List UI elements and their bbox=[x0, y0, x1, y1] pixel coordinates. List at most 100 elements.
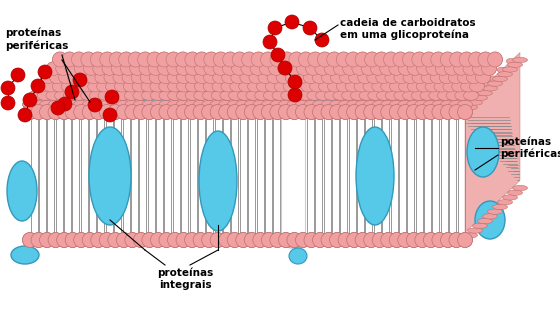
Ellipse shape bbox=[472, 62, 487, 75]
Ellipse shape bbox=[43, 81, 58, 92]
Ellipse shape bbox=[466, 72, 482, 84]
Ellipse shape bbox=[333, 62, 348, 75]
Circle shape bbox=[40, 232, 54, 248]
Ellipse shape bbox=[140, 72, 155, 84]
Ellipse shape bbox=[339, 72, 354, 84]
Ellipse shape bbox=[211, 91, 226, 100]
Circle shape bbox=[18, 108, 32, 122]
Ellipse shape bbox=[185, 91, 200, 100]
Ellipse shape bbox=[310, 81, 325, 92]
Ellipse shape bbox=[194, 91, 209, 100]
Ellipse shape bbox=[488, 76, 497, 81]
Ellipse shape bbox=[455, 91, 470, 100]
Ellipse shape bbox=[22, 100, 38, 109]
Ellipse shape bbox=[512, 57, 528, 63]
Ellipse shape bbox=[478, 52, 493, 67]
Circle shape bbox=[99, 232, 114, 248]
Circle shape bbox=[193, 232, 208, 248]
Ellipse shape bbox=[63, 91, 78, 100]
Ellipse shape bbox=[139, 62, 154, 75]
Ellipse shape bbox=[37, 91, 52, 100]
Circle shape bbox=[381, 232, 396, 248]
Ellipse shape bbox=[423, 100, 438, 109]
Ellipse shape bbox=[255, 91, 270, 100]
Circle shape bbox=[48, 105, 63, 119]
Ellipse shape bbox=[304, 72, 318, 84]
Ellipse shape bbox=[176, 72, 192, 84]
Ellipse shape bbox=[72, 91, 87, 100]
Circle shape bbox=[210, 232, 225, 248]
Ellipse shape bbox=[90, 91, 104, 100]
Circle shape bbox=[31, 232, 46, 248]
Ellipse shape bbox=[376, 91, 391, 100]
Ellipse shape bbox=[109, 52, 124, 67]
Circle shape bbox=[176, 105, 191, 119]
Ellipse shape bbox=[213, 52, 228, 67]
Ellipse shape bbox=[150, 81, 165, 92]
Ellipse shape bbox=[142, 100, 157, 109]
Ellipse shape bbox=[119, 52, 134, 67]
Ellipse shape bbox=[363, 100, 379, 109]
Ellipse shape bbox=[346, 52, 361, 67]
Ellipse shape bbox=[213, 52, 228, 67]
Circle shape bbox=[99, 105, 114, 119]
Ellipse shape bbox=[318, 52, 332, 67]
Ellipse shape bbox=[390, 81, 405, 92]
Ellipse shape bbox=[407, 100, 421, 109]
Ellipse shape bbox=[259, 62, 274, 75]
Circle shape bbox=[278, 105, 293, 119]
Ellipse shape bbox=[492, 204, 507, 209]
Ellipse shape bbox=[274, 81, 289, 92]
Ellipse shape bbox=[194, 91, 209, 100]
Ellipse shape bbox=[468, 228, 483, 233]
Circle shape bbox=[151, 105, 165, 119]
Ellipse shape bbox=[430, 72, 445, 84]
Ellipse shape bbox=[394, 72, 409, 84]
Ellipse shape bbox=[412, 52, 427, 67]
Ellipse shape bbox=[128, 52, 143, 67]
Ellipse shape bbox=[488, 52, 502, 67]
Ellipse shape bbox=[370, 62, 385, 75]
Ellipse shape bbox=[194, 52, 209, 67]
Ellipse shape bbox=[482, 62, 497, 75]
Ellipse shape bbox=[441, 100, 455, 109]
Ellipse shape bbox=[423, 100, 438, 109]
Circle shape bbox=[303, 21, 317, 35]
Ellipse shape bbox=[475, 201, 505, 239]
Ellipse shape bbox=[306, 62, 321, 75]
Text: proteínas
integrais: proteínas integrais bbox=[157, 268, 213, 290]
Ellipse shape bbox=[376, 72, 391, 84]
Ellipse shape bbox=[240, 72, 255, 84]
Ellipse shape bbox=[478, 219, 492, 224]
Ellipse shape bbox=[381, 81, 396, 92]
Ellipse shape bbox=[120, 62, 136, 75]
Ellipse shape bbox=[455, 91, 470, 100]
Ellipse shape bbox=[394, 91, 409, 100]
Circle shape bbox=[321, 232, 336, 248]
Circle shape bbox=[407, 232, 421, 248]
Ellipse shape bbox=[210, 100, 225, 109]
Ellipse shape bbox=[349, 72, 363, 84]
Ellipse shape bbox=[232, 52, 247, 67]
Ellipse shape bbox=[157, 62, 172, 75]
Ellipse shape bbox=[403, 72, 418, 84]
Ellipse shape bbox=[62, 52, 77, 67]
Ellipse shape bbox=[262, 100, 276, 109]
Ellipse shape bbox=[68, 72, 83, 84]
Circle shape bbox=[304, 105, 319, 119]
Ellipse shape bbox=[411, 91, 426, 100]
Ellipse shape bbox=[255, 91, 270, 100]
Ellipse shape bbox=[296, 100, 310, 109]
Ellipse shape bbox=[372, 100, 387, 109]
Ellipse shape bbox=[292, 81, 307, 92]
Circle shape bbox=[347, 232, 362, 248]
Ellipse shape bbox=[478, 52, 493, 67]
Ellipse shape bbox=[435, 62, 450, 75]
Ellipse shape bbox=[292, 81, 307, 92]
Ellipse shape bbox=[355, 52, 370, 67]
Ellipse shape bbox=[507, 190, 522, 195]
Circle shape bbox=[449, 105, 464, 119]
Ellipse shape bbox=[458, 72, 473, 84]
Ellipse shape bbox=[130, 62, 145, 75]
Ellipse shape bbox=[82, 100, 97, 109]
